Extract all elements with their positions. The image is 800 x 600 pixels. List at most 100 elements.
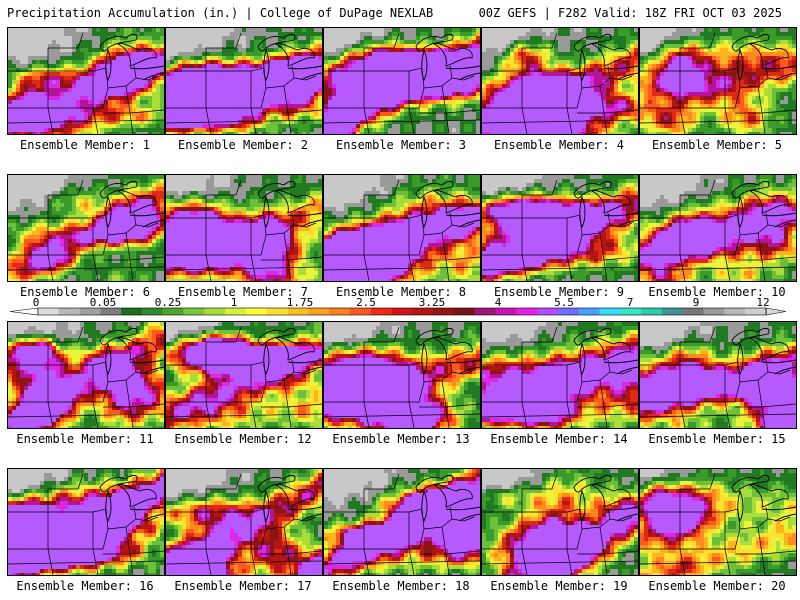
colorbar-segment bbox=[266, 308, 288, 315]
state-borders bbox=[324, 473, 480, 575]
ensemble-member-map bbox=[165, 468, 323, 576]
ensemble-member-map bbox=[639, 27, 797, 135]
colorbar-segment bbox=[246, 308, 268, 315]
colorbar-segment bbox=[682, 308, 704, 315]
state-borders bbox=[482, 473, 638, 575]
colorbar-tick-label: 0.05 bbox=[90, 296, 117, 309]
ensemble-member-map bbox=[481, 27, 639, 135]
state-borders bbox=[166, 473, 322, 575]
colorbar-segment bbox=[79, 308, 101, 315]
state-borders bbox=[640, 32, 796, 134]
colorbar-segment bbox=[287, 308, 309, 315]
state-borders bbox=[482, 32, 638, 134]
state-borders bbox=[8, 32, 164, 134]
ensemble-member-label: Ensemble Member: 6 bbox=[7, 285, 163, 299]
ensemble-member-map bbox=[481, 174, 639, 282]
colorbar-segment bbox=[58, 308, 80, 315]
ensemble-member-map bbox=[7, 27, 165, 135]
ensemble-member-label: Ensemble Member: 14 bbox=[481, 432, 637, 446]
ensemble-member-label: Ensemble Member: 8 bbox=[323, 285, 479, 299]
ensemble-member-label: Ensemble Member: 11 bbox=[7, 432, 163, 446]
precipitation-field bbox=[482, 469, 638, 575]
ensemble-member-label: Ensemble Member: 2 bbox=[165, 138, 321, 152]
great-lakes-outline bbox=[99, 180, 164, 229]
state-borders bbox=[166, 179, 322, 281]
ensemble-member-map bbox=[323, 321, 481, 429]
precipitation-field bbox=[640, 469, 796, 575]
ensemble-member-label: Ensemble Member: 13 bbox=[323, 432, 479, 446]
great-lakes-outline bbox=[415, 180, 480, 229]
great-lakes-outline bbox=[257, 33, 322, 82]
precipitation-field bbox=[640, 28, 796, 134]
great-lakes-outline bbox=[415, 33, 480, 82]
ensemble-member-label: Ensemble Member: 18 bbox=[323, 579, 479, 593]
colorbar-segment bbox=[121, 308, 143, 315]
ensemble-member-label: Ensemble Member: 5 bbox=[639, 138, 795, 152]
colorbar-tick-label: 0 bbox=[33, 296, 40, 309]
precipitation-field bbox=[166, 469, 322, 575]
great-lakes-outline bbox=[415, 327, 480, 376]
precipitation-field bbox=[8, 175, 164, 281]
ensemble-member-label: Ensemble Member: 3 bbox=[323, 138, 479, 152]
colorbar-segment bbox=[454, 308, 476, 315]
colorbar-segment bbox=[100, 308, 122, 315]
colorbar-segment bbox=[370, 308, 392, 315]
state-borders bbox=[482, 179, 638, 281]
ensemble-member-map bbox=[323, 27, 481, 135]
ensemble-member-map bbox=[165, 174, 323, 282]
colorbar-segment bbox=[599, 308, 621, 315]
colorbar-segment bbox=[578, 308, 600, 315]
colorbar-segment bbox=[162, 308, 184, 315]
ensemble-member-label: Ensemble Member: 1 bbox=[7, 138, 163, 152]
ensemble-member-map bbox=[7, 174, 165, 282]
colorbar-segment bbox=[662, 308, 684, 315]
ensemble-member-label: Ensemble Member: 17 bbox=[165, 579, 321, 593]
state-borders bbox=[640, 179, 796, 281]
colorbar-segment bbox=[433, 308, 455, 315]
precipitation-field bbox=[482, 322, 638, 428]
colorbar-segment bbox=[558, 308, 580, 315]
ensemble-member-label: Ensemble Member: 7 bbox=[165, 285, 321, 299]
colorbar-tick-label: 9 bbox=[693, 296, 700, 309]
precipitation-field bbox=[166, 28, 322, 134]
ensemble-member-map bbox=[7, 468, 165, 576]
state-borders bbox=[324, 32, 480, 134]
ensemble-member-label: Ensemble Member: 10 bbox=[639, 285, 795, 299]
ensemble-member-label: Ensemble Member: 9 bbox=[481, 285, 637, 299]
colorbar-tick-label: 3.25 bbox=[419, 296, 446, 309]
colorbar-min-arrow bbox=[9, 307, 39, 316]
great-lakes-outline bbox=[573, 33, 638, 82]
precipitation-field bbox=[324, 28, 480, 134]
colorbar-segment bbox=[495, 308, 517, 315]
colorbar-segment bbox=[350, 308, 372, 315]
colorbar-tick-label: 1.75 bbox=[287, 296, 314, 309]
colorbar-max-arrow bbox=[765, 307, 787, 316]
state-borders bbox=[482, 326, 638, 428]
great-lakes-outline bbox=[99, 327, 164, 376]
colorbar-segment bbox=[204, 308, 226, 315]
precipitation-field bbox=[482, 175, 638, 281]
great-lakes-outline bbox=[99, 474, 164, 523]
great-lakes-outline bbox=[731, 180, 796, 229]
colorbar-segment bbox=[391, 308, 413, 315]
colorbar-segment bbox=[703, 308, 725, 315]
state-borders bbox=[640, 326, 796, 428]
great-lakes-outline bbox=[257, 474, 322, 523]
precipitation-field bbox=[324, 322, 480, 428]
great-lakes-outline bbox=[257, 180, 322, 229]
precipitation-field bbox=[8, 469, 164, 575]
precipitation-field bbox=[482, 28, 638, 134]
precipitation-colorbar: 0 0.05 0.25 1 1.75 2.5 3.25 4 5.5 7 9 12 bbox=[9, 296, 787, 316]
precipitation-field bbox=[324, 175, 480, 281]
ensemble-member-label: Ensemble Member: 20 bbox=[639, 579, 795, 593]
model-run-valid-time: 00Z GEFS | F282 Valid: 18Z FRI OCT 03 20… bbox=[479, 6, 782, 20]
state-borders bbox=[8, 473, 164, 575]
great-lakes-outline bbox=[731, 474, 796, 523]
great-lakes-outline bbox=[99, 33, 164, 82]
colorbar-segment bbox=[641, 308, 663, 315]
precipitation-field bbox=[640, 175, 796, 281]
colorbar-segment bbox=[308, 308, 330, 315]
colorbar-segment bbox=[537, 308, 559, 315]
great-lakes-outline bbox=[257, 327, 322, 376]
ensemble-member-map bbox=[481, 321, 639, 429]
